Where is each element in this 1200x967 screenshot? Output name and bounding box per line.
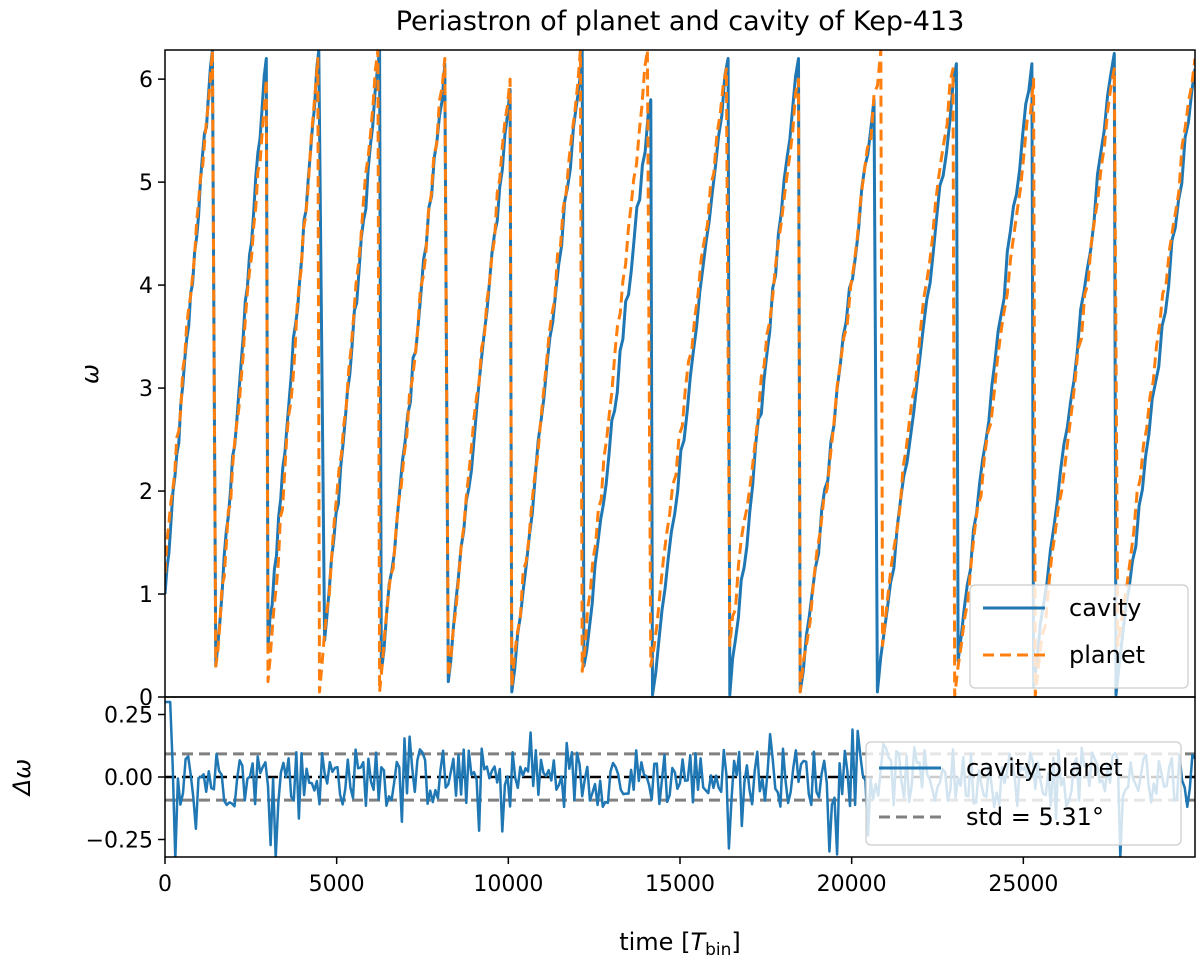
top-y-tick-label: 1: [139, 583, 153, 608]
top-y-axis-label: ω: [76, 364, 104, 384]
x-tick-label: 0: [158, 872, 172, 897]
legend-diff-label: cavity-planet: [966, 754, 1123, 782]
x-axis-label-var: T: [690, 928, 707, 956]
top-panel: 0 1 2 3 4 5 6 ω cavity planet: [76, 49, 1196, 711]
x-tick-label: 20000: [817, 872, 887, 897]
top-y-ticks: 0 1 2 3 4 5 6: [139, 68, 165, 711]
series-cavity: [165, 50, 1195, 697]
top-y-tick-label: 5: [139, 171, 153, 196]
x-axis-label-sub: bin: [705, 940, 731, 960]
top-y-tick-label: 6: [139, 68, 153, 93]
bottom-y-tick-label: 0.25: [104, 704, 153, 729]
x-tick-label: 5000: [309, 872, 365, 897]
legend-std-label: std = 5.31°: [966, 803, 1104, 831]
x-tick-label: 15000: [645, 872, 715, 897]
legend-planet-label: planet: [1069, 641, 1145, 669]
top-y-tick-label: 0: [139, 686, 153, 711]
bottom-y-tick-label: 0.00: [104, 766, 153, 791]
x-axis-label-close: ]: [731, 928, 740, 956]
bottom-legend-box: [865, 741, 1182, 846]
x-axis-label-main: time [: [619, 928, 690, 956]
top-legend-box: [969, 584, 1189, 689]
bottom-y-tick-label: −0.25: [86, 829, 153, 854]
top-y-tick-label: 2: [139, 480, 153, 505]
top-y-tick-label: 4: [139, 274, 153, 299]
legend-cavity-label: cavity: [1069, 594, 1141, 622]
bottom-y-ticks: −0.25 0.00 0.25: [86, 704, 165, 854]
x-tick-label: 10000: [473, 872, 543, 897]
top-legend: cavity planet: [969, 584, 1189, 689]
bottom-y-axis-label: Δω: [8, 759, 36, 798]
chart-title: Periastron of planet and cavity of Kep-4…: [396, 6, 965, 37]
bottom-panel: −0.250.000.25 0 5000 10000 15000 20000 25000 …: [8, 696, 1196, 960]
top-y-tick-label: 3: [139, 377, 153, 402]
top-series-group: [165, 50, 1195, 697]
bottom-legend: cavity-planet std = 5.31°: [865, 741, 1182, 846]
x-axis-label: time [Tbin]: [619, 928, 741, 960]
x-tick-label: 25000: [988, 872, 1058, 897]
bottom-x-ticks: 0 5000 10000 15000 20000 25000: [158, 857, 1058, 897]
